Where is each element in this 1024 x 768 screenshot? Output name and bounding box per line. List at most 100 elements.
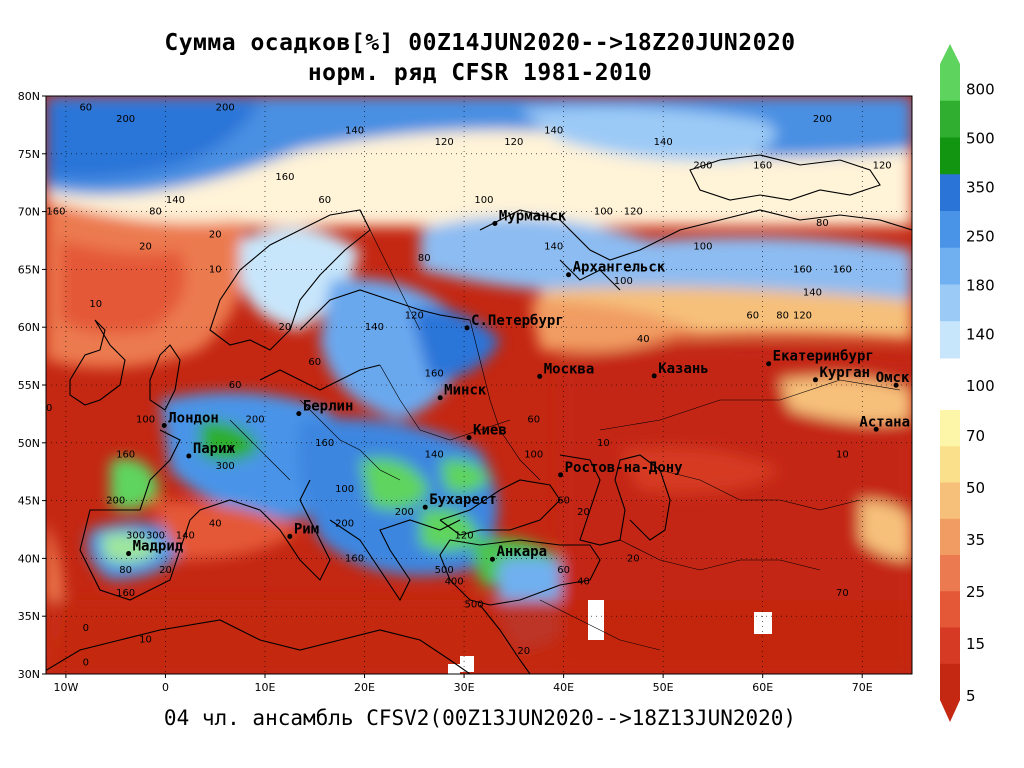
colorbar-lower-segment [940,663,960,701]
contour-label: 0 [83,657,89,668]
map-title-line1: Сумма осадков[%] 00Z14JUN2020-->18Z20JUN… [164,30,796,56]
contour-label: 200 [245,415,264,426]
map-title-line2: норм. ряд CFSR 1981-2010 [307,60,653,86]
borders [229,209,901,651]
contour-label: 60 [308,357,321,368]
lat-tick-label: 55N [18,379,40,392]
city-label: Омск [876,370,910,386]
contour-label: 140 [176,530,195,541]
city-label: Москва [544,361,595,377]
colorbar: 800 500 350 250 180 140 100 70 50 35 25 15 5 [940,44,995,722]
lat-tick-label: 70N [18,206,40,219]
city-dot [812,377,818,383]
lon-tick-label: 30E [454,681,475,694]
contour-label: 140 [654,137,673,148]
colorbar-lower-segment [940,482,960,520]
contour-label: 70 [836,588,849,599]
contour-label: 20 [279,322,292,333]
city-dot [651,373,657,379]
city-label: Париж [193,441,236,457]
contour-label: 160 [425,368,444,379]
contour-label: 140 [345,126,364,137]
lon-tick-label: 0 [162,681,169,694]
contour-label: 120 [873,160,892,171]
lon-tick-label: 50E [653,681,674,694]
contour-label: 200 [106,496,125,507]
lon-tick-label: 60E [752,681,773,694]
lat-tick-label: 75N [18,148,40,161]
city-label: Мадрид [133,539,184,555]
colorbar-upper-segment [940,64,960,102]
contour-label: 10 [836,449,849,460]
contour-label: 100 [693,241,712,252]
contour-label: 10 [209,264,222,275]
contour-label: 140 [425,449,444,460]
contour-label: 140 [803,288,822,299]
colorbar-upper-label: 500 [966,130,995,148]
contour-label: 120 [504,137,523,148]
contour-label: 400 [445,577,464,588]
colorbar-upper-segment [940,137,960,175]
contour-label: 10 [89,299,102,310]
contour-label: 200 [693,160,712,171]
colorbar-lower-segment [940,627,960,665]
contour-label: 120 [405,311,424,322]
colorbar-lower-label: 5 [966,687,976,705]
city-dot [537,373,543,379]
lon-tick-label: 70E [852,681,873,694]
colorbar-top-arrow [940,44,960,64]
contour-label: 20 [209,230,222,241]
city-dot [287,533,293,539]
coastlines [46,154,912,674]
contour-label: 20 [577,507,590,518]
colorbar-lower-segment [940,555,960,592]
lat-tick-label: 45N [18,495,40,508]
contour-label: 160 [275,172,294,183]
city-dot [466,435,472,441]
city-label: Курган [819,365,870,381]
lon-tick-label: 10W [53,681,78,694]
contour-label: 60 [557,496,570,507]
city-dot [492,221,498,227]
city-label: Ростов-на-Дону [565,460,684,476]
colorbar-lower-label: 15 [966,635,985,653]
colorbar-lower-segment [940,446,960,483]
colorbar-upper-segment [940,321,960,359]
lat-tick-label: 30N [18,668,40,681]
colorbar-lower-label: 25 [966,583,985,601]
colorbar-upper-label: 350 [966,179,995,197]
colorbar-bottom-arrow [940,700,960,722]
contour-label: 40 [577,577,590,588]
contour-label: 100 [594,207,613,218]
latitude-axis: 80N 75N 70N 65N 60N 55N 50N 45N 40N 35N 30N [18,90,46,681]
city-dot [766,361,772,367]
contour-label: 20 [40,403,53,414]
contour-label: 80 [816,218,829,229]
city-dot [489,556,495,562]
contour-label: 160 [345,553,364,564]
contour-label: 140 [365,322,384,333]
contour-label: 60 [229,380,242,391]
contour-label: 120 [793,311,812,322]
city-dot [422,504,428,510]
lat-tick-label: 40N [18,552,40,565]
contour-label: 500 [435,565,454,576]
colorbar-lower-label: 35 [966,531,985,549]
colorbar-upper-segment [940,174,960,212]
contour-label: 60 [318,195,331,206]
missing-data-blocks [448,600,772,674]
contour-label: 200 [335,519,354,530]
contour-label: 100 [474,195,493,206]
colorbar-upper-label: 140 [966,326,995,344]
contour-label: 40 [637,334,650,345]
contour-label: 140 [544,241,563,252]
city-dot [186,453,192,459]
city-label: Архангельск [573,260,666,276]
lon-tick-label: 40E [553,681,574,694]
contour-label: 200 [116,114,135,125]
city-dot [464,325,470,331]
contour-label: 120 [455,530,474,541]
colorbar-upper-segment [940,284,960,322]
city-label: Киев [473,423,507,439]
